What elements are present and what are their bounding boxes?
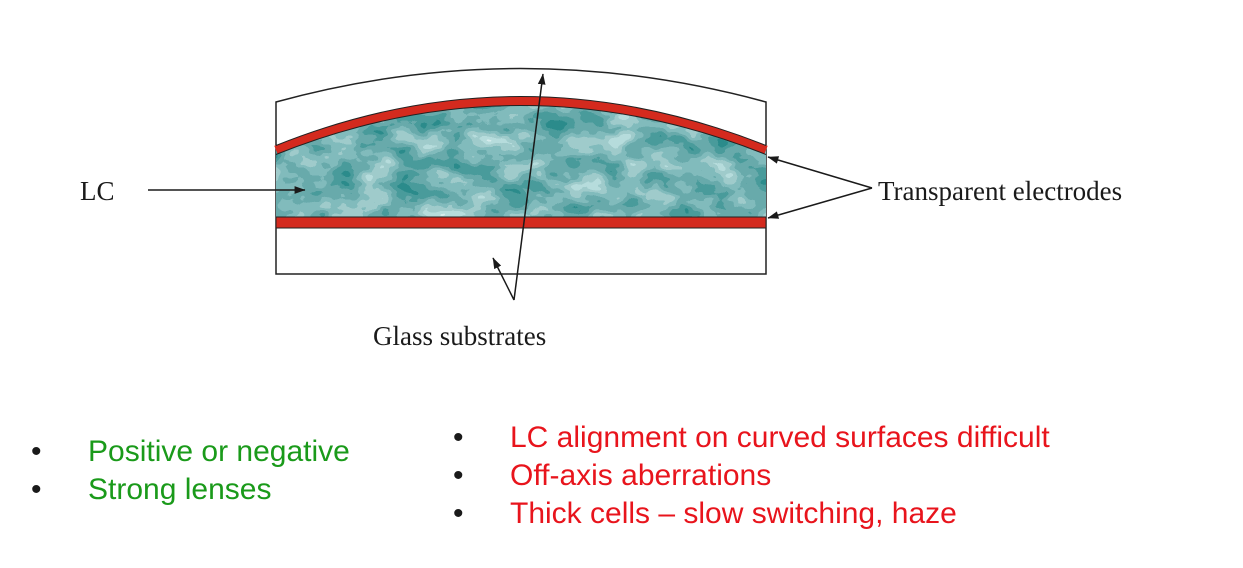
- list-item: • Thick cells – slow switching, haze: [450, 495, 1050, 533]
- advantages-list: • Positive or negative • Strong lenses: [28, 433, 350, 509]
- lc-label: LC: [80, 176, 115, 206]
- bullet-icon: •: [31, 473, 42, 506]
- advantage-text: Strong lenses: [88, 473, 272, 506]
- substrates-label: Glass substrates: [373, 321, 546, 351]
- list-item: • Strong lenses: [28, 471, 350, 509]
- lc-lens-diagram: LC Transparent electrodes Glass substrat…: [80, 67, 1122, 351]
- bullet-icon: •: [31, 435, 42, 468]
- bullet-icon: •: [453, 459, 464, 492]
- advantage-text: Positive or negative: [88, 435, 350, 468]
- list-item: • Off-axis aberrations: [450, 457, 1050, 495]
- electrode-arrow-top: [767, 156, 873, 189]
- bullet-icon: •: [453, 497, 464, 530]
- bullet-icon: •: [453, 421, 464, 454]
- top-electrode: [274, 96, 768, 155]
- disadvantage-text: Off-axis aberrations: [510, 459, 772, 492]
- disadvantages-list: • LC alignment on curved surfaces diffic…: [450, 419, 1050, 533]
- list-item: • Positive or negative: [28, 433, 350, 471]
- substrate-arrow-bottom: [492, 257, 515, 301]
- disadvantage-text: Thick cells – slow switching, haze: [510, 497, 957, 530]
- substrate-arrow-top: [513, 73, 546, 301]
- bottom-electrode: [275, 216, 767, 229]
- disadvantage-text: LC alignment on curved surfaces difficul…: [510, 421, 1050, 454]
- list-item: • LC alignment on curved surfaces diffic…: [450, 419, 1050, 457]
- electrodes-label: Transparent electrodes: [878, 176, 1122, 206]
- liquid-crystal-layer: [276, 101, 766, 218]
- electrode-arrow-bottom: [767, 187, 873, 219]
